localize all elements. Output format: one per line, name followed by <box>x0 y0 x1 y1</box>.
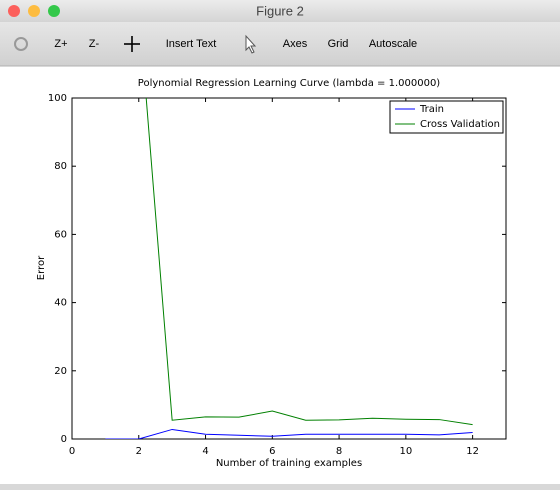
pan-icon[interactable] <box>124 36 140 52</box>
close-button[interactable] <box>8 5 20 17</box>
toolbar-button[interactable]: Insert Text <box>166 38 217 50</box>
select-icon[interactable] <box>245 34 257 54</box>
chart-title: Polynomial Regression Learning Curve (la… <box>138 78 441 89</box>
desktop-strip <box>0 484 560 490</box>
toolbar <box>0 22 560 66</box>
x-tick-label: 4 <box>202 446 208 457</box>
y-tick-label: 80 <box>54 161 67 172</box>
toolbar-button[interactable]: Axes <box>283 38 308 50</box>
y-tick-label: 60 <box>54 229 67 240</box>
plot-lines <box>105 98 473 439</box>
x-tick-label: 8 <box>336 446 342 457</box>
y-tick-label: 0 <box>61 434 67 445</box>
legend-label: Train <box>419 104 444 115</box>
y-tick-label: 20 <box>54 366 67 377</box>
series-line <box>105 428 473 439</box>
toolbar-button[interactable]: Z- <box>89 38 100 50</box>
y-axis-label: Error <box>36 255 47 280</box>
x-axis-label: Number of training examples <box>216 458 362 469</box>
title-bar <box>0 0 560 22</box>
legend-box <box>389 100 504 134</box>
toolbar-button[interactable]: Grid <box>328 38 349 50</box>
refresh-icon[interactable] <box>14 37 28 51</box>
x-tick-label: 0 <box>69 446 75 457</box>
zoom-button[interactable] <box>48 5 60 17</box>
x-tick-label: 6 <box>269 446 275 457</box>
window-title: Figure 2 <box>256 3 304 18</box>
x-tick-label: 2 <box>136 446 142 457</box>
minimize-button[interactable] <box>28 5 40 17</box>
x-tick-label: 10 <box>399 446 412 457</box>
y-tick-label: 40 <box>54 298 67 309</box>
series-line <box>145 98 473 426</box>
legend-label: Cross Validation <box>420 119 500 130</box>
axes-box <box>71 97 507 440</box>
toolbar-button[interactable]: Z+ <box>54 38 67 50</box>
y-tick-label: 100 <box>48 93 67 104</box>
toolbar-button[interactable]: Autoscale <box>369 38 417 50</box>
x-tick-label: 12 <box>466 446 479 457</box>
